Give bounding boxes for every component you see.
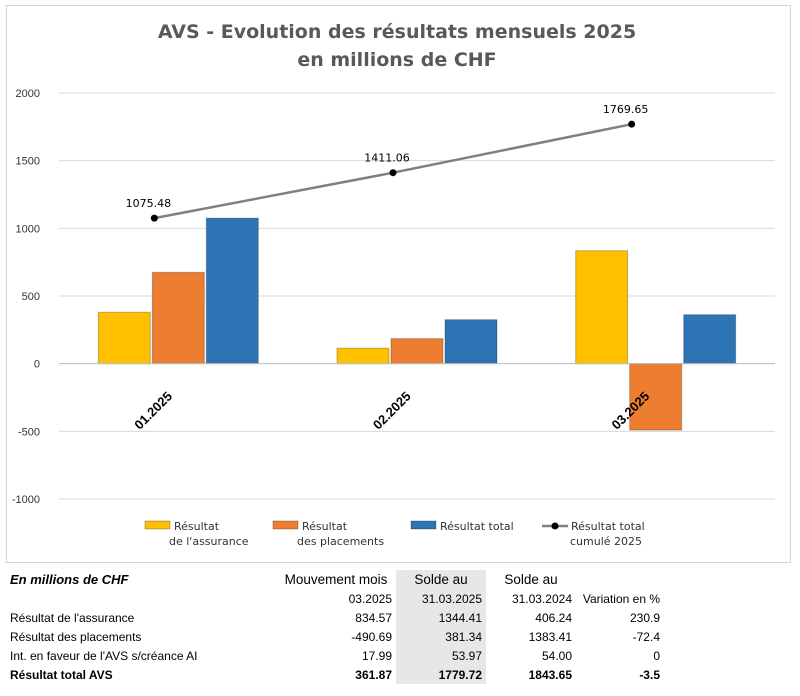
row-label: Résultat de l'assurance: [10, 610, 135, 625]
bar: [151, 271, 205, 365]
category-label: 01.2025: [131, 389, 175, 433]
cell-mouvement: -490.69: [351, 629, 392, 644]
y-tick-label: 1500: [16, 156, 40, 168]
y-tick-label: -500: [18, 426, 40, 438]
chart-title: AVS - Evolution des résultats mensuels 2…: [158, 21, 636, 71]
bar: [97, 311, 151, 365]
grid: -1000 -500 0 500 1000 1500 2000: [12, 88, 775, 506]
legend-swatch: [410, 520, 437, 530]
y-tick-label: 1000: [16, 223, 40, 235]
legend-marker: [551, 522, 559, 530]
date-spacer: [6, 589, 276, 608]
legend-label: des placements: [297, 535, 384, 548]
legend-swatch: [272, 520, 299, 530]
cell-variation: 230.9: [629, 610, 660, 625]
bar: [629, 363, 683, 431]
chart-title-line-1: AVS - Evolution des résultats mensuels 2…: [158, 21, 636, 43]
legend-swatch: [144, 520, 171, 530]
bar: [390, 338, 444, 365]
table-row: Int. en faveur de l'AVS s/créance AI 17.…: [6, 646, 664, 665]
category-labels: 01.2025 02.2025 03.2025: [131, 389, 652, 433]
total-row: Résultat total AVS 361.87 1779.72 1843.6…: [6, 665, 664, 684]
cell-mouvement: 834.57: [355, 610, 392, 625]
row-label: Résultat des placements: [10, 629, 142, 644]
data-label: 1075.48: [126, 197, 172, 210]
y-tick-label: 0: [34, 359, 40, 371]
bar: [444, 319, 498, 365]
legend-label: Résultat: [174, 520, 220, 533]
chart-svg: AVS - Evolution des résultats mensuels 2…: [12, 21, 775, 548]
legend-label: cumulé 2025: [570, 535, 642, 548]
legend: Résultat de l'assurance Résultat des placem…: [144, 520, 645, 548]
y-tick-label: 2000: [16, 88, 40, 100]
cell-solde-2025: 53.97: [396, 646, 486, 665]
header-solde-2024: Solde au: [504, 572, 558, 587]
total-label: Résultat total AVS: [10, 667, 113, 682]
cell-solde-2024: 406.24: [535, 610, 572, 625]
cumulative-point: [628, 120, 636, 128]
total-variation: -3.5: [639, 667, 660, 682]
row-label: Int. en faveur de l'AVS s/créance AI: [10, 648, 198, 663]
total-mouvement: 361.87: [355, 667, 392, 682]
table-row: Résultat de l'assurance 834.57 1344.41 4…: [6, 608, 664, 627]
category-label: 02.2025: [370, 389, 414, 433]
bars: [59, 217, 775, 431]
cell-solde-2024: 54.00: [541, 648, 572, 663]
chart-title-line-2: en millions de CHF: [297, 49, 496, 71]
cell-solde-2025: 381.34: [396, 627, 486, 646]
cell-solde-2025: 1344.41: [396, 608, 486, 627]
y-tick-label: -1000: [12, 494, 40, 506]
bar: [683, 314, 737, 365]
legend-label: Résultat total: [440, 520, 514, 533]
header-mouvement: Mouvement mois: [284, 572, 388, 587]
cell-solde-2024: 1383.41: [528, 629, 572, 644]
date-mouvement: 03.2025: [348, 591, 392, 606]
cumulative-line: 1075.48 1411.06 1769.65: [126, 103, 649, 222]
bar: [336, 347, 390, 365]
table-row: Résultat des placements -490.69 381.34 1…: [6, 627, 664, 646]
data-label: 1411.06: [364, 152, 410, 165]
header-solde-2025: Solde au: [396, 570, 486, 589]
summary-table: En millions de CHF Mouvement mois Solde …: [6, 570, 666, 684]
cell-mouvement: 17.99: [361, 648, 392, 663]
bar: [575, 250, 629, 365]
unit-label: En millions de CHF: [10, 572, 129, 587]
cell-variation: -72.4: [632, 629, 660, 644]
cumulative-point: [150, 214, 158, 222]
date-solde-2024: 31.03.2024: [511, 591, 572, 606]
header-variation: [576, 570, 664, 589]
data-label: 1769.65: [603, 103, 649, 116]
total-solde-2024: 1843.65: [528, 667, 572, 682]
cumulative-point: [389, 169, 397, 177]
chart-frame: AVS - Evolution des résultats mensuels 2…: [6, 5, 791, 563]
date-solde-2025: 31.03.2025: [396, 589, 486, 608]
legend-label: Résultat total: [571, 520, 645, 533]
legend-label: de l'assurance: [169, 535, 249, 548]
total-solde-2025: 1779.72: [396, 665, 486, 684]
legend-label: Résultat: [302, 520, 348, 533]
variation-label: Variation en %: [582, 591, 660, 606]
y-tick-label: 500: [22, 291, 40, 303]
bar: [205, 217, 259, 365]
cell-variation: 0: [653, 648, 660, 663]
